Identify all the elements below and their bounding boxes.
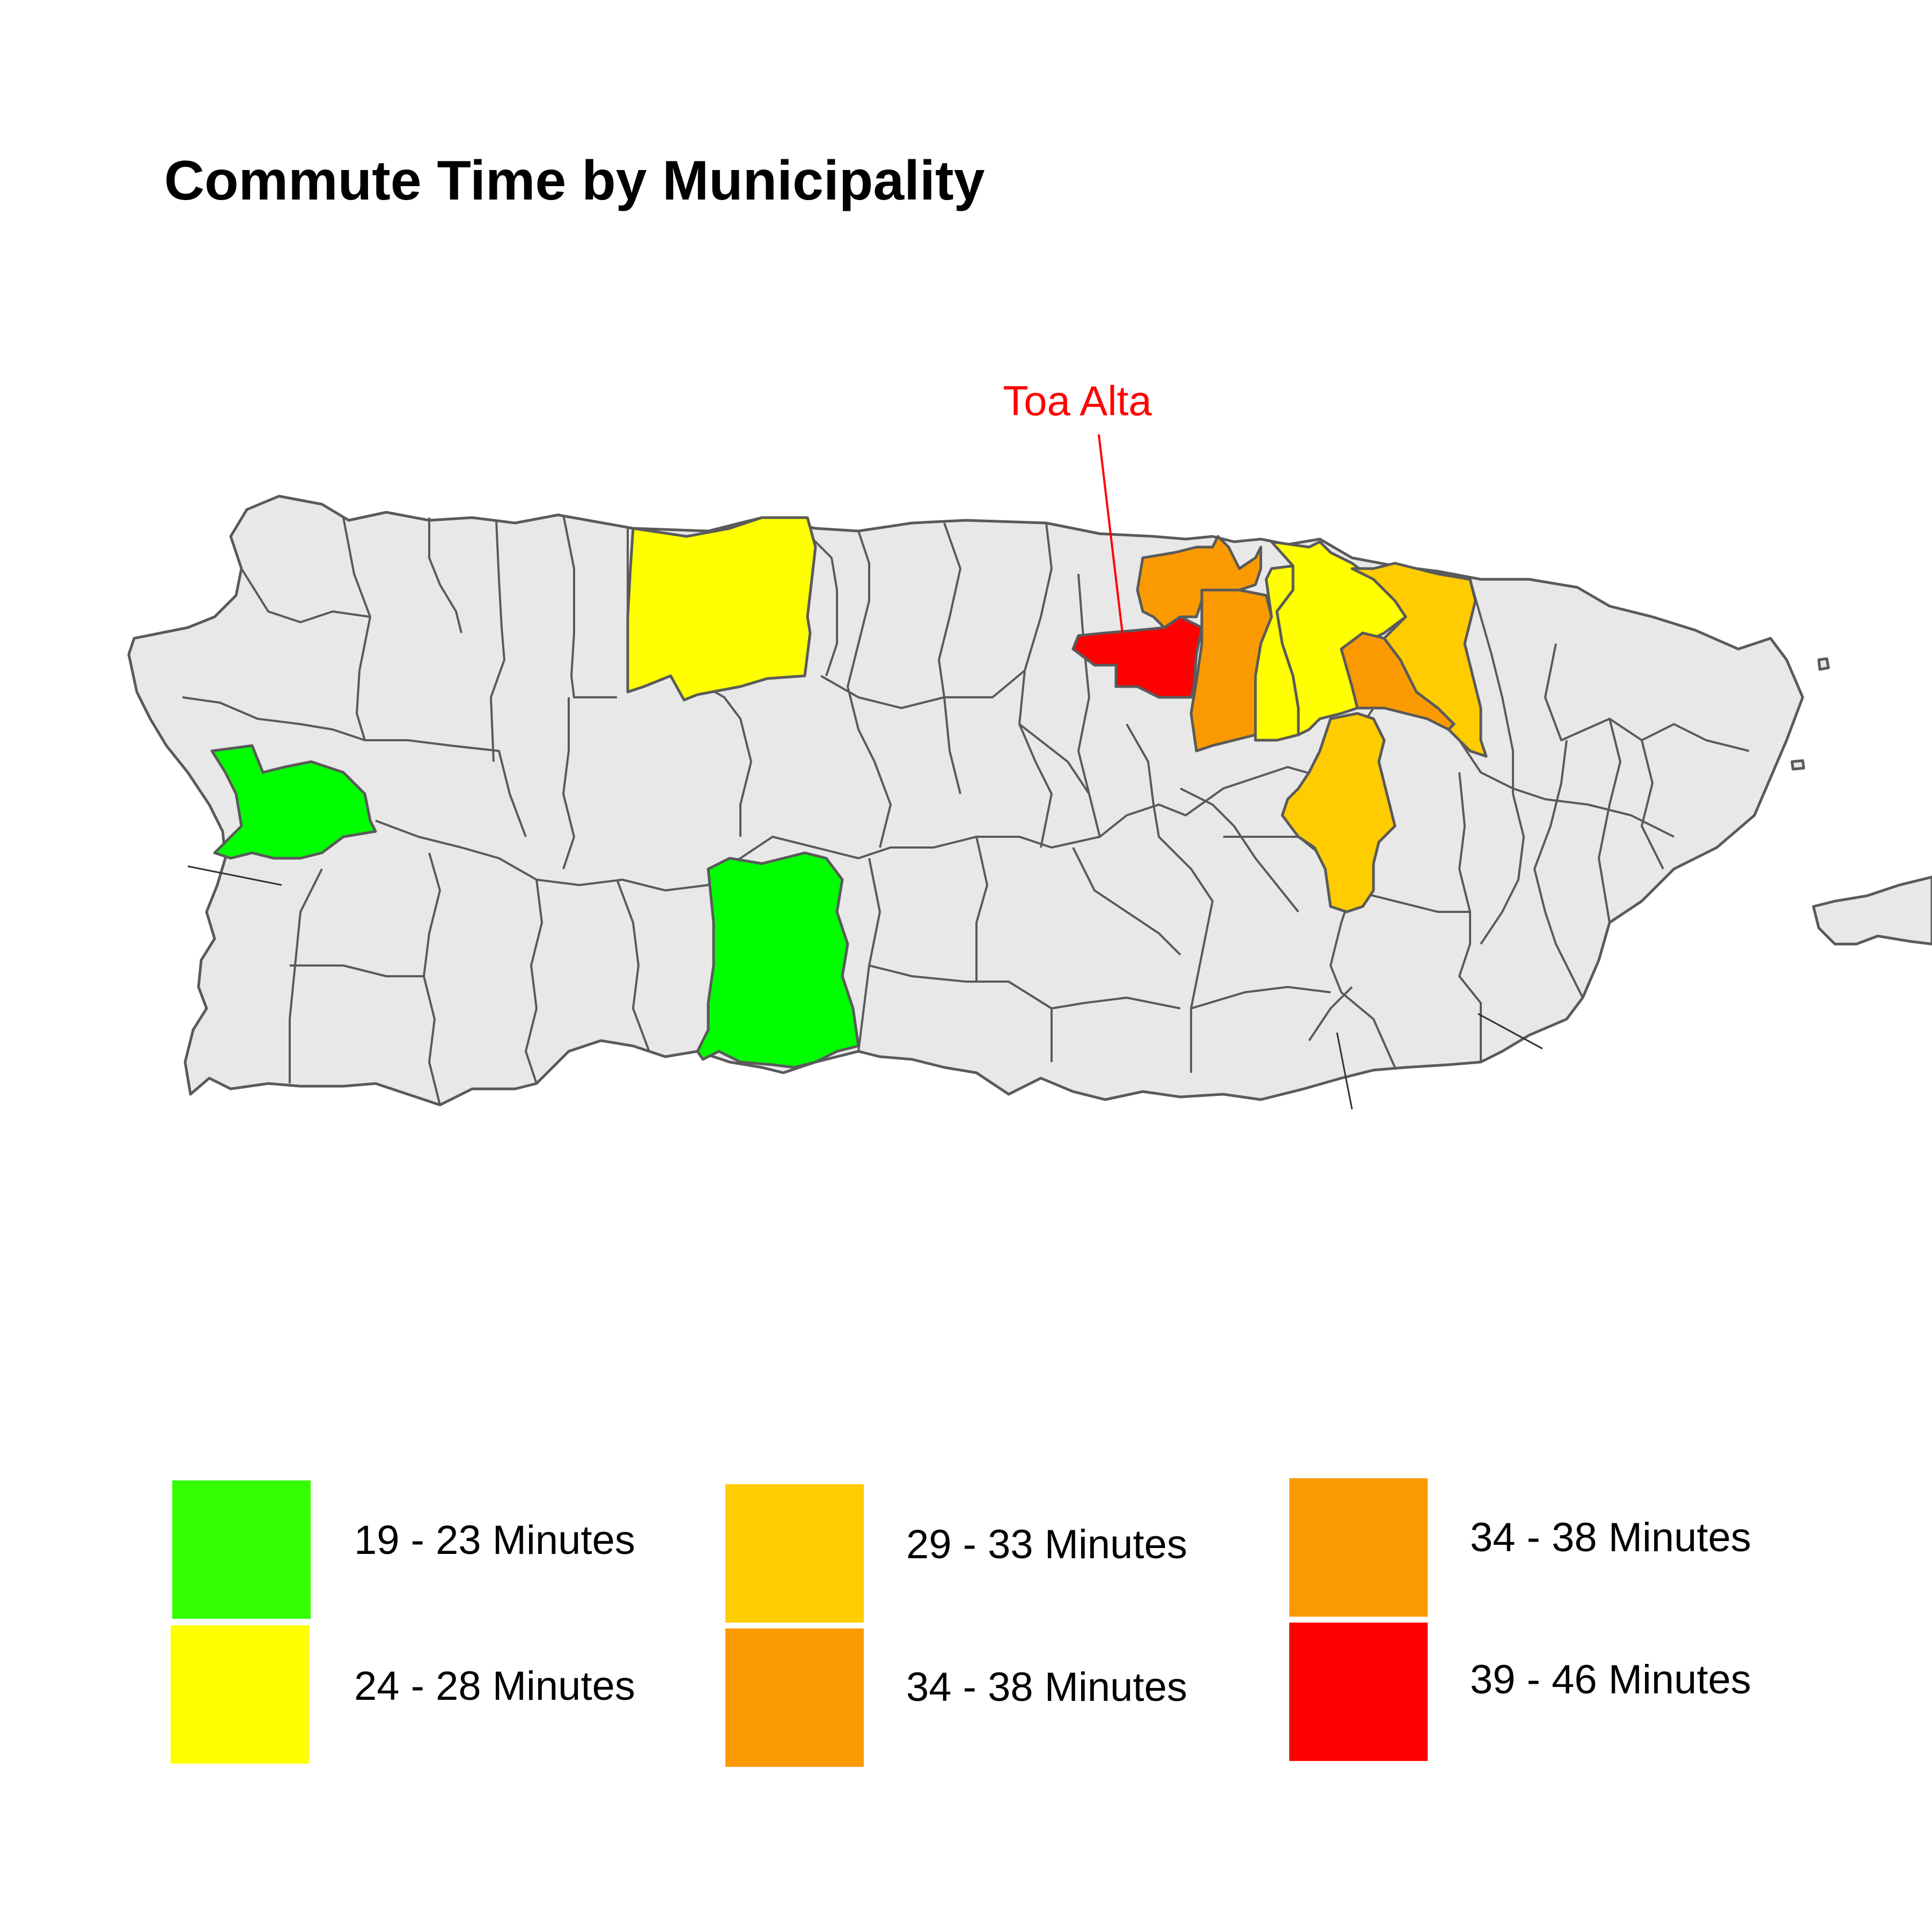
leader-line-south — [1336, 1032, 1353, 1110]
legend-label-34-38-a: 34 - 38 Minutes — [906, 1664, 1187, 1710]
legend-swatch-39-46 — [1289, 1623, 1428, 1761]
island-culebra — [1812, 875, 1932, 946]
legend-label-34-38-b: 34 - 38 Minutes — [1470, 1515, 1751, 1560]
region-ponce[interactable] — [696, 851, 860, 1069]
region-caguas[interactable] — [1281, 712, 1397, 913]
legend-label-39-46: 39 - 46 Minutes — [1470, 1657, 1751, 1702]
map-title: Commute Time by Municipality — [164, 150, 985, 212]
region-mayaguez[interactable] — [210, 744, 377, 860]
legend-label-24-28: 24 - 28 Minutes — [354, 1663, 635, 1709]
legend-swatch-29-33 — [725, 1484, 864, 1623]
legend-swatch-24-28 — [171, 1625, 309, 1764]
toa-alta-leader-line — [1098, 434, 1123, 633]
toa-alta-label: Toa Alta — [1003, 377, 1152, 424]
legend-swatch-34-38-a — [725, 1628, 864, 1767]
legend-label-19-23: 19 - 23 Minutes — [354, 1517, 635, 1563]
island-cay-2 — [1790, 759, 1805, 771]
region-arecibo[interactable] — [626, 516, 817, 702]
legend-swatch-34-38-b — [1289, 1478, 1428, 1617]
legend-label-29-33: 29 - 33 Minutes — [906, 1522, 1187, 1567]
leader-line-southeast — [1478, 1013, 1543, 1050]
municipality-borders — [182, 514, 1750, 1105]
legend-swatch-19-23 — [172, 1480, 311, 1619]
region-carolina[interactable] — [1350, 562, 1488, 758]
island-cay-1 — [1817, 657, 1830, 671]
region-toa-baja[interactable] — [1136, 535, 1262, 629]
region-toa-alta[interactable] — [1071, 615, 1203, 699]
leader-line-west — [187, 865, 282, 886]
